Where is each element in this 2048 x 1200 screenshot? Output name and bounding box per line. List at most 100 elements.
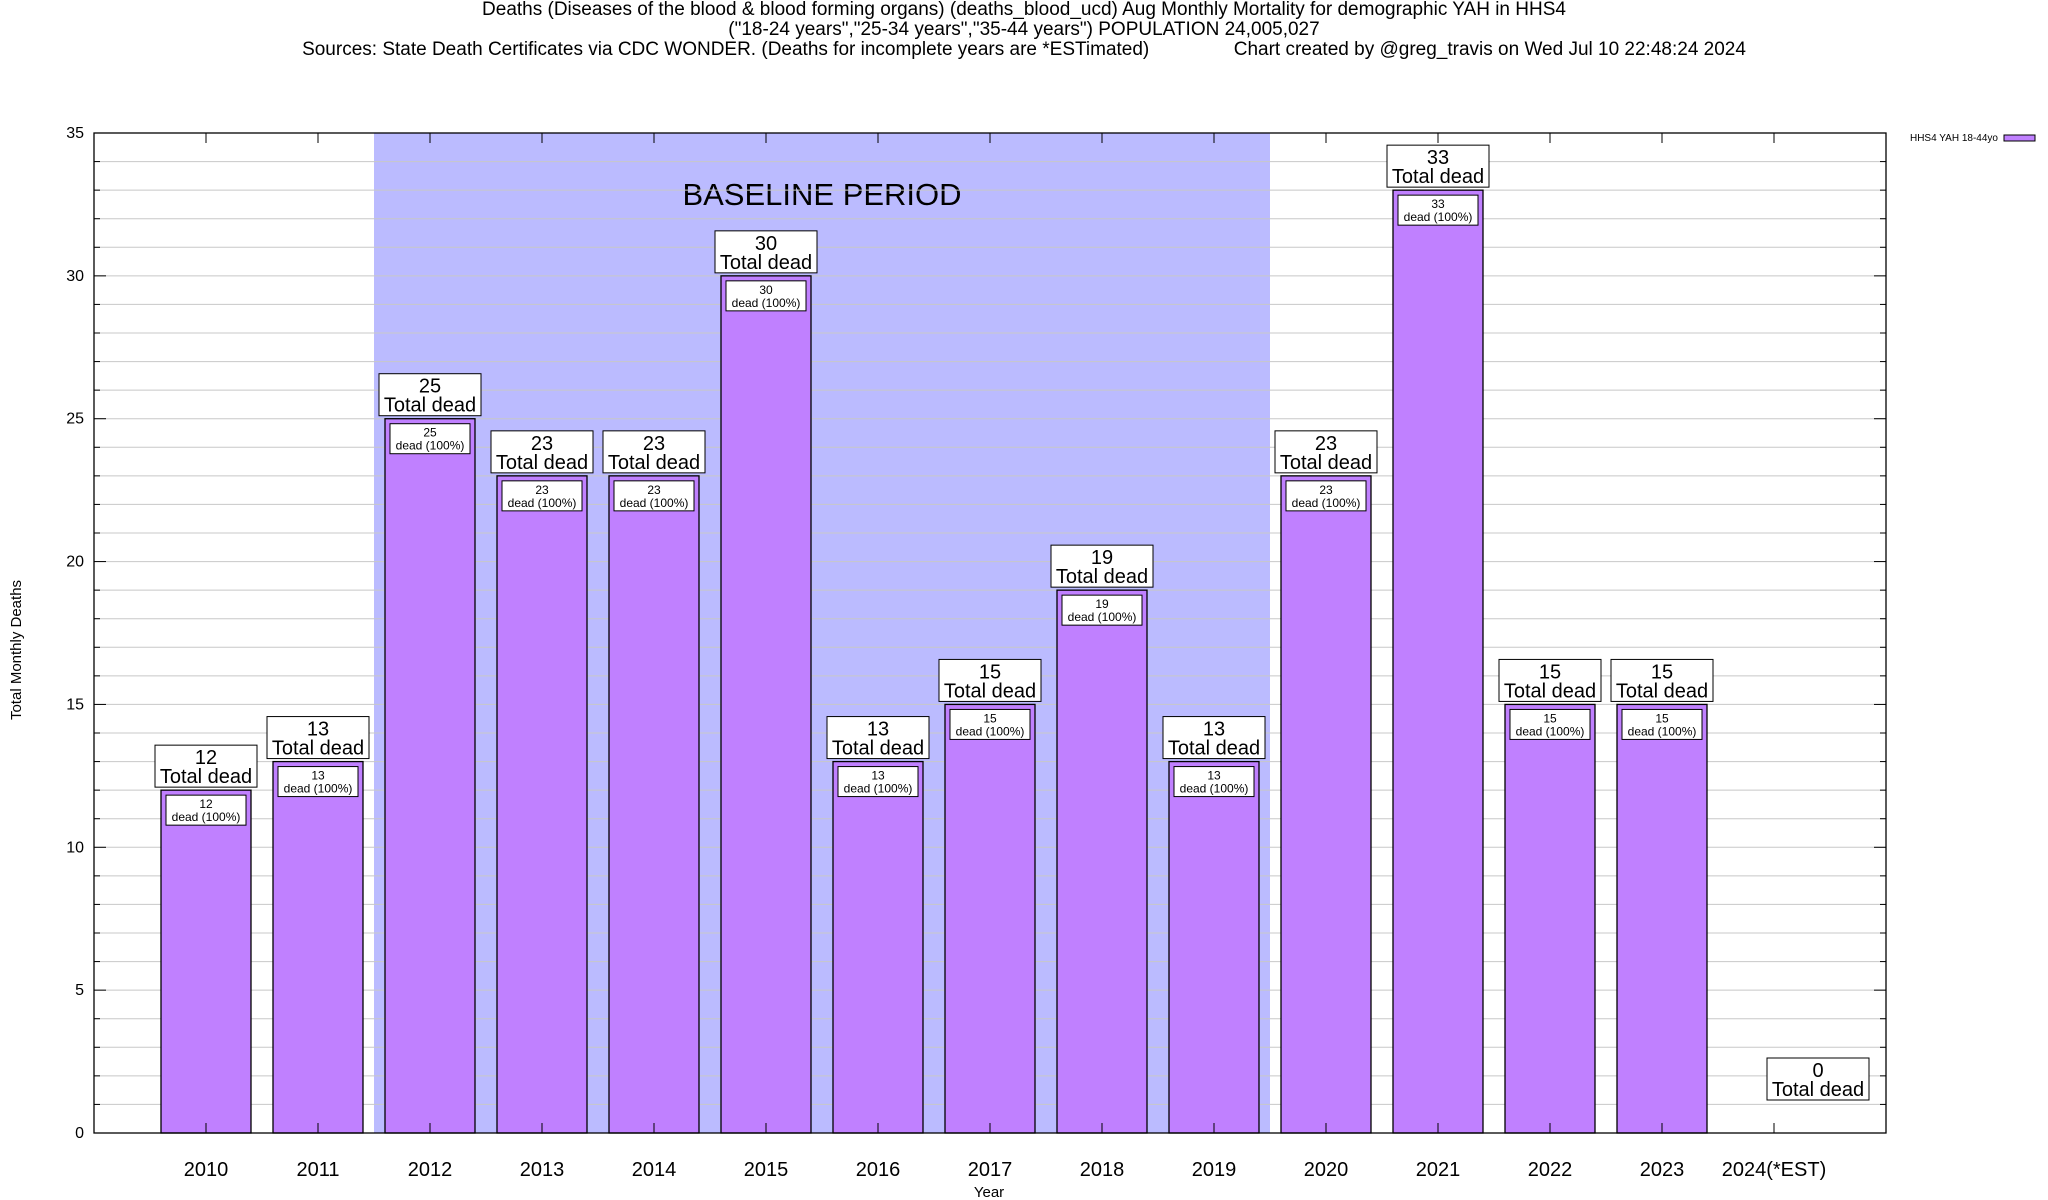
bar-total-label: Total dead: [608, 452, 700, 474]
x-tick-label: 2017: [968, 1159, 1013, 1181]
bar-inner-label: dead (100%): [1516, 724, 1585, 738]
bar-inner-label-box: [1621, 708, 1703, 740]
bar-inner-value: 25: [423, 426, 437, 440]
bar-inner-label-box: [949, 708, 1031, 740]
bar-total-label: Total dead: [944, 680, 1036, 702]
plot-border: [93, 132, 1887, 1134]
y-tick-label: 30: [66, 268, 84, 285]
bar-total-label-box: [938, 658, 1042, 702]
bar-total-label-box: [602, 430, 706, 474]
legend-label: HHS4 YAH 18-44yo: [1910, 133, 1998, 144]
bar-total-value: 12: [195, 747, 217, 769]
y-tick-label: 20: [66, 554, 84, 571]
bar-inner-label-box: [837, 766, 919, 798]
x-tick-label: 2020: [1304, 1159, 1349, 1181]
bar-inner-value: 33: [1431, 197, 1445, 211]
bar-total-label: Total dead: [1168, 738, 1260, 760]
bar-total-label-box: [266, 716, 370, 760]
bar-total-label: Total dead: [272, 738, 364, 760]
bar-inner-value: 15: [1543, 711, 1557, 725]
bar-inner-label-box: [277, 766, 359, 798]
bar-total-label-box: [826, 716, 930, 760]
x-axis-title: Year: [974, 1184, 1004, 1200]
x-tick-label: 2023: [1640, 1159, 1685, 1181]
bar-inner-label: dead (100%): [284, 782, 353, 796]
bar-inner-label-box: [1061, 594, 1143, 626]
bar-total-label-box: [490, 430, 594, 474]
baseline-label: BASELINE PERIOD: [682, 177, 961, 212]
chart-source: Sources: State Death Certificates via CD…: [302, 39, 1150, 60]
bar-total-label: Total dead: [1392, 166, 1484, 188]
bar-total-label-box: [378, 373, 482, 417]
bar-total-value: 23: [1315, 433, 1337, 455]
bar-inner-label: dead (100%): [1404, 210, 1473, 224]
bar-total-value: 13: [867, 719, 889, 741]
bar-total-value: 23: [643, 433, 665, 455]
bar-inner-label: dead (100%): [956, 724, 1025, 738]
bar-inner-label: dead (100%): [732, 296, 801, 310]
y-tick-label: 25: [66, 411, 84, 428]
bar-total-value: 19: [1091, 547, 1113, 569]
bar-total-label-box: [1274, 430, 1378, 474]
bar: [384, 418, 476, 1134]
bar-inner-label-box: [1397, 194, 1479, 226]
bar-inner-label: dead (100%): [844, 782, 913, 796]
chart-title: Deaths (Diseases of the blood & blood fo…: [482, 0, 1566, 20]
bar-total-value: 33: [1427, 147, 1449, 169]
y-tick-label: 10: [66, 839, 84, 856]
x-tick-label: 2019: [1192, 1159, 1237, 1181]
x-tick-label: 2010: [184, 1159, 229, 1181]
bar-total-label: Total dead: [720, 252, 812, 274]
bar-inner-value: 19: [1095, 597, 1109, 611]
bar-inner-label-box: [389, 423, 471, 455]
bar-inner-label: dead (100%): [620, 496, 689, 510]
bar-inner-label-box: [501, 480, 583, 512]
bar-inner-label: dead (100%): [508, 496, 577, 510]
bar: [1504, 703, 1596, 1134]
bar-total-value: 13: [1203, 719, 1225, 741]
x-tick-label: 2013: [520, 1159, 565, 1181]
bar: [160, 789, 252, 1134]
y-tick-label: 35: [66, 125, 84, 142]
bar-total-label: Total dead: [1504, 680, 1596, 702]
bar-inner-label-box: [1173, 766, 1255, 798]
bar-inner-label: dead (100%): [1068, 610, 1137, 624]
bar: [1392, 189, 1484, 1134]
bar-inner-label-box: [725, 280, 807, 312]
bar-inner-value: 23: [647, 483, 661, 497]
bar-total-label-box: [1766, 1057, 1870, 1101]
y-tick-label: 0: [75, 1125, 84, 1142]
bar-total-label-box: [714, 230, 818, 274]
bar: [1168, 760, 1260, 1134]
bar-inner-label-box: [613, 480, 695, 512]
legend-swatch: [2003, 134, 2036, 142]
bar-inner-label: dead (100%): [172, 810, 241, 824]
bar-inner-label: dead (100%): [1180, 782, 1249, 796]
bar-inner-value: 13: [311, 769, 325, 783]
bar-total-label: Total dead: [1056, 566, 1148, 588]
bar-inner-value: 15: [1655, 711, 1669, 725]
bar-inner-label-box: [165, 794, 247, 826]
bar-total-value: 23: [531, 433, 553, 455]
y-tick-label: 5: [75, 982, 84, 999]
x-tick-label: 2012: [408, 1159, 453, 1181]
bar-total-label: Total dead: [832, 738, 924, 760]
bar-total-value: 0: [1812, 1060, 1823, 1082]
bar-inner-label-box: [1509, 708, 1591, 740]
chart-source-line: Sources: State Death Certificates via CD…: [0, 40, 2048, 60]
chart-subtitle: ("18-24 years","25-34 years","35-44 year…: [728, 19, 1320, 40]
bar-total-value: 25: [419, 376, 441, 398]
bar-inner-label: dead (100%): [1628, 724, 1697, 738]
bar-inner-value: 12: [199, 797, 213, 811]
bar-total-value: 30: [755, 233, 777, 255]
bar-inner-value: 13: [1207, 769, 1221, 783]
bar: [720, 275, 812, 1134]
bar: [1280, 475, 1372, 1134]
bar-total-label-box: [1050, 544, 1154, 588]
bar-total-value: 13: [307, 719, 329, 741]
bar-inner-value: 30: [759, 283, 773, 297]
bar-total-label-box: [154, 744, 258, 788]
bar-total-label-box: [1162, 716, 1266, 760]
x-tick-label: 2018: [1080, 1159, 1125, 1181]
